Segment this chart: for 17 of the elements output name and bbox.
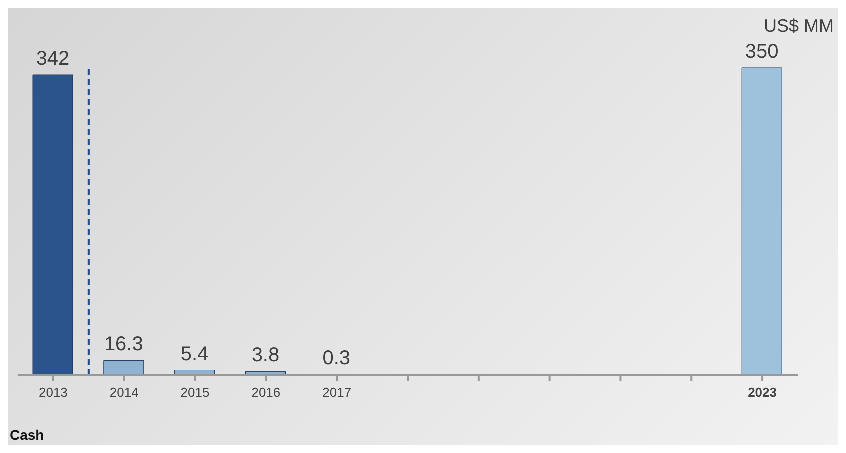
data-label: 3.8 — [252, 344, 280, 367]
data-label: 350 — [745, 41, 779, 63]
y-axis-title: US$ MM — [764, 16, 834, 37]
x-tick-label: 2015 — [180, 385, 210, 400]
bar — [32, 74, 74, 376]
data-label: 342 — [36, 48, 70, 70]
x-tick-label: 2017 — [322, 385, 352, 400]
x-axis-title: Cash — [10, 427, 44, 443]
data-label: 5.4 — [180, 343, 209, 366]
x-tick-label: 2016 — [252, 385, 281, 400]
x-tick-label: 2013 — [38, 385, 68, 400]
x-tick-label: 2023 — [748, 385, 778, 400]
bar — [104, 360, 144, 376]
x-tick-label: 2014 — [110, 385, 139, 400]
bar — [742, 68, 782, 376]
data-label: 0.3 — [322, 348, 351, 370]
data-label: 16.3 — [104, 334, 144, 356]
